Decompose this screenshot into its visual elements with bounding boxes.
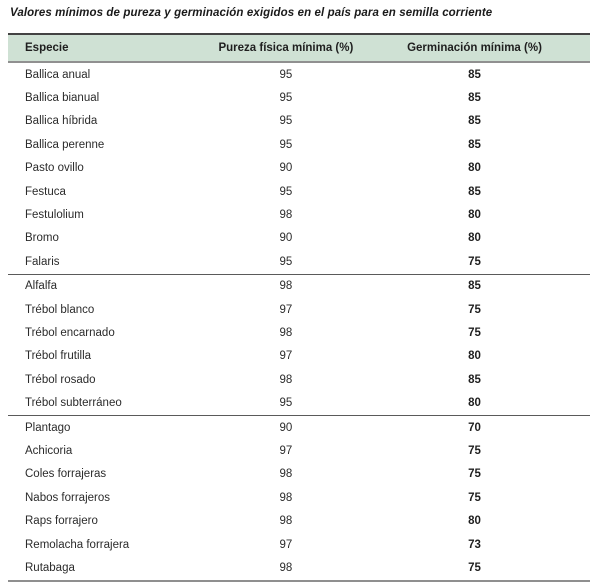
table-row: Trébol encarnado 98 75 — [8, 321, 590, 344]
table-row: Falaris 95 75 — [8, 250, 590, 274]
purity-cell: 98 — [279, 373, 293, 386]
table-row: Plantago 90 70 — [8, 414, 590, 440]
species-cell: Festulolium — [25, 209, 84, 222]
germination-cell: 70 — [395, 414, 590, 440]
table-row: Festuca 95 85 — [8, 180, 590, 203]
table-title: Valores mínimos de pureza y germinación … — [10, 7, 493, 19]
species-cell: Ballica perenne — [25, 138, 105, 151]
germination-cell: 85 — [468, 373, 481, 386]
germination-cell: 85 — [395, 273, 590, 298]
germination-cell: 80 — [468, 209, 481, 222]
purity-cell: 90 — [176, 414, 396, 440]
purity-cell: 98 — [176, 273, 396, 298]
species-cell: Ballica híbrida — [25, 115, 98, 128]
purity-cell: 90 — [279, 232, 293, 245]
purity-cell: 97 — [279, 444, 293, 457]
purity-cell: 95 — [279, 138, 293, 151]
species-cell: Achicoria — [25, 444, 73, 457]
table-row: Trébol rosado 98 85 — [8, 368, 590, 391]
table-row: Trébol subterráneo 95 80 — [8, 391, 590, 415]
germination-cell: 75 — [468, 255, 481, 268]
germination-cell: 75 — [468, 444, 481, 457]
table-body: Ballica anual 95 85 Ballica bianual 95 85 Ball… — [8, 62, 590, 581]
germination-cell: 80 — [468, 350, 481, 363]
table-row: Achicoria 97 75 — [8, 439, 590, 462]
purity-cell: 97 — [279, 350, 293, 363]
species-cell: Alfalfa — [8, 273, 177, 298]
germination-cell: 85 — [468, 185, 481, 198]
table-row: Alfalfa 98 85 — [8, 273, 590, 298]
species-cell: Remolacha forrajera — [25, 538, 130, 551]
table-row: Trébol blanco 97 75 — [8, 298, 590, 321]
purity-cell: 98 — [279, 468, 293, 481]
purity-cell: 97 — [279, 538, 293, 551]
species-cell: Pasto ovillo — [25, 162, 84, 175]
purity-cell: 98 — [279, 515, 293, 528]
purity-cell: 97 — [279, 303, 293, 316]
table-row: Rutabaga 98 75 — [8, 556, 590, 580]
table-row: Remolacha forrajera 97 73 — [8, 533, 590, 556]
species-cell: Trébol rosado — [25, 373, 96, 386]
species-cell: Bromo — [25, 232, 59, 245]
germination-cell: 75 — [468, 303, 481, 316]
species-cell: Falaris — [25, 255, 60, 268]
species-cell: Trébol subterráneo — [25, 397, 122, 410]
germination-cell: 80 — [468, 232, 481, 245]
germination-cell: 75 — [468, 491, 481, 504]
species-cell: Coles forrajeras — [25, 468, 107, 481]
germination-cell: 80 — [468, 162, 481, 175]
table-row: Pasto ovillo 90 80 — [8, 157, 590, 180]
species-cell: Raps forrajero — [25, 515, 98, 528]
purity-cell: 95 — [279, 92, 293, 105]
purity-cell: 95 — [279, 185, 293, 198]
column-header-germinacion-minima: Germinación mínima (%) — [395, 34, 590, 63]
species-cell: Trébol blanco — [25, 303, 95, 316]
germination-cell: 75 — [468, 561, 481, 574]
purity-cell: 95 — [279, 115, 293, 128]
germination-cell: 85 — [468, 138, 481, 151]
purity-cell: 90 — [279, 162, 293, 175]
table-row: Coles forrajeras 98 75 — [8, 463, 590, 486]
column-header-especie: Especie — [8, 34, 177, 63]
column-header-pureza-fisica-minima: Pureza física mínima (%) — [176, 34, 396, 63]
species-cell: Rutabaga — [25, 561, 75, 574]
species-cell: Festuca — [25, 185, 66, 198]
purity-cell: 98 — [279, 209, 293, 222]
species-cell: Trébol frutilla — [25, 350, 92, 363]
table-row: Raps forrajero 98 80 — [8, 509, 590, 532]
germination-cell: 75 — [468, 468, 481, 481]
germination-cell: 80 — [468, 397, 481, 410]
purity-cell: 95 — [279, 397, 293, 410]
species-cell: Ballica anual — [25, 68, 91, 81]
purity-cell: 98 — [279, 326, 293, 339]
germination-cell: 85 — [468, 92, 481, 105]
species-cell: Plantago — [8, 414, 177, 440]
table-row: Bromo 90 80 — [8, 227, 590, 250]
germination-cell: 75 — [468, 326, 481, 339]
purity-cell: 98 — [279, 491, 293, 504]
germination-cell: 80 — [468, 515, 481, 528]
table-row: Nabos forrajeros 98 75 — [8, 486, 590, 509]
germination-cell: 85 — [468, 115, 481, 128]
species-cell: Nabos forrajeros — [25, 491, 111, 504]
purity-cell: 98 — [279, 561, 293, 574]
table-row: Festulolium 98 80 — [8, 203, 590, 226]
minimum-values-table: Especie Pureza física mínima (%) Germina… — [8, 33, 590, 582]
table-row: Ballica bianual 95 85 — [8, 86, 590, 109]
germination-cell: 85 — [468, 68, 481, 81]
purity-cell: 95 — [279, 255, 293, 268]
table-row: Ballica anual 95 85 — [8, 62, 590, 86]
table-row: Trébol frutilla 97 80 — [8, 345, 590, 368]
table-row: Ballica perenne 95 85 — [8, 133, 590, 156]
species-cell: Trébol encarnado — [25, 326, 115, 339]
table-row: Ballica híbrida 95 85 — [8, 110, 590, 133]
germination-cell: 73 — [468, 538, 481, 551]
header-row: Especie Pureza física mínima (%) Germina… — [8, 34, 590, 63]
purity-cell: 95 — [279, 68, 293, 81]
species-cell: Ballica bianual — [25, 92, 100, 105]
